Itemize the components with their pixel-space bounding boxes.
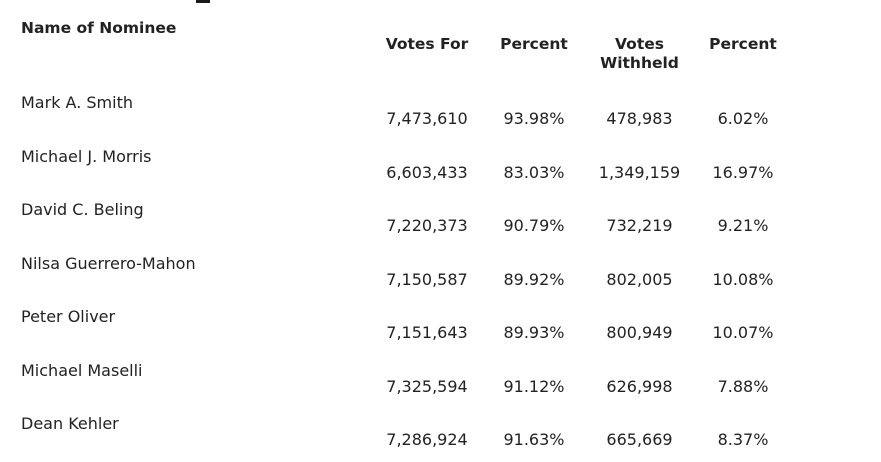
votes-withheld-cell: 626,998 xyxy=(606,376,673,396)
percent-withheld-cell: 10.07% xyxy=(712,323,774,342)
votes-for-cell: 7,150,587 xyxy=(386,269,468,289)
percent-withheld-cell: 8.37% xyxy=(717,430,769,449)
header-votes-withheld: Votes Withheld xyxy=(589,14,690,89)
nominee-name: Nilsa Guerrero-Mahon xyxy=(21,253,196,273)
table-row: Nilsa Guerrero-Mahon 7,150,587 89.92% 80… xyxy=(14,250,796,304)
percent-withheld-cell: 6.02% xyxy=(717,109,769,128)
percent-withheld-cell: 9.21% xyxy=(717,216,769,235)
votes-for-cell: 7,220,373 xyxy=(386,216,468,235)
header-name-of-nominee: Name of Nominee xyxy=(21,19,177,37)
votes-for-cell: 6,603,433 xyxy=(386,162,468,182)
table-row: Mark A. Smith 7,473,610 93.98% 478,983 6… xyxy=(14,89,796,143)
percent-for-cell: 91.63% xyxy=(503,430,565,449)
percent-for-cell: 89.93% xyxy=(503,323,565,342)
votes-withheld-cell: 802,005 xyxy=(606,269,673,289)
table-row: Dean Kehler 7,286,924 91.63% 665,669 8.3… xyxy=(14,410,796,462)
nominee-name: Peter Oliver xyxy=(21,307,116,326)
percent-for-cell: 91.12% xyxy=(503,376,565,396)
table-header-row: Name of Nominee Votes For Percent Votes … xyxy=(14,14,796,89)
table-row: Peter Oliver 7,151,643 89.93% 800,949 10… xyxy=(14,303,796,357)
votes-for-cell: 7,151,643 xyxy=(386,323,468,342)
percent-for-cell: 93.98% xyxy=(503,109,565,128)
header-percent-for: Percent xyxy=(500,35,568,53)
nominee-name: Dean Kehler xyxy=(21,414,119,433)
votes-withheld-cell: 800,949 xyxy=(606,323,673,342)
header-votes-withheld-line2: Withheld xyxy=(600,54,679,72)
table-row: David C. Beling 7,220,373 90.79% 732,219… xyxy=(14,196,796,250)
header-percent-withheld: Percent xyxy=(709,35,777,53)
percent-for-cell: 83.03% xyxy=(503,162,565,182)
percent-for-cell: 89.92% xyxy=(503,269,565,289)
header-votes-withheld-line1: Votes xyxy=(615,35,664,53)
votes-for-cell: 7,325,594 xyxy=(386,376,468,396)
header-votes-for: Votes For xyxy=(385,35,469,53)
percent-withheld-cell: 7.88% xyxy=(717,376,769,396)
votes-for-cell: 7,473,610 xyxy=(386,109,468,128)
votes-withheld-cell: 732,219 xyxy=(606,216,673,235)
table-row: Michael Maselli 7,325,594 91.12% 626,998… xyxy=(14,357,796,411)
votes-withheld-cell: 1,349,159 xyxy=(598,162,681,182)
percent-for-cell: 90.79% xyxy=(503,216,565,235)
nominee-name: Mark A. Smith xyxy=(21,93,133,112)
votes-for-cell: 7,286,924 xyxy=(386,430,468,449)
votes-withheld-cell: 478,983 xyxy=(606,109,673,128)
nominee-name: Michael Maselli xyxy=(21,360,143,380)
nominee-name: David C. Beling xyxy=(21,200,144,219)
nominee-name: Michael J. Morris xyxy=(21,146,152,166)
votes-withheld-cell: 665,669 xyxy=(606,430,673,449)
election-results-table: Name of Nominee Votes For Percent Votes … xyxy=(14,14,796,462)
percent-withheld-cell: 16.97% xyxy=(712,162,774,182)
cropped-heading-fragment xyxy=(196,0,210,3)
percent-withheld-cell: 10.08% xyxy=(712,269,774,289)
table-row: Michael J. Morris 6,603,433 83.03% 1,349… xyxy=(14,143,796,197)
